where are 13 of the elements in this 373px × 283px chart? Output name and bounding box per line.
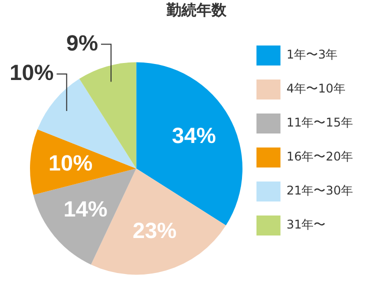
legend-label: 21年〜30年: [286, 184, 354, 198]
legend-label: 1年〜3年: [286, 48, 338, 62]
data-label: 34%: [172, 122, 216, 148]
data-label: 9%: [66, 30, 98, 56]
legend-label: 11年〜15年: [286, 116, 354, 130]
data-label: 10%: [48, 150, 93, 176]
data-label: 14%: [63, 196, 108, 222]
legend-label: 16年〜20年: [286, 150, 354, 164]
legend-label: 4年〜10年: [286, 82, 346, 96]
legend-label: 31年〜: [286, 218, 326, 232]
data-label: 23%: [132, 218, 177, 243]
chart-title: 勤続年数: [166, 0, 228, 19]
data-label: 10%: [10, 60, 54, 86]
